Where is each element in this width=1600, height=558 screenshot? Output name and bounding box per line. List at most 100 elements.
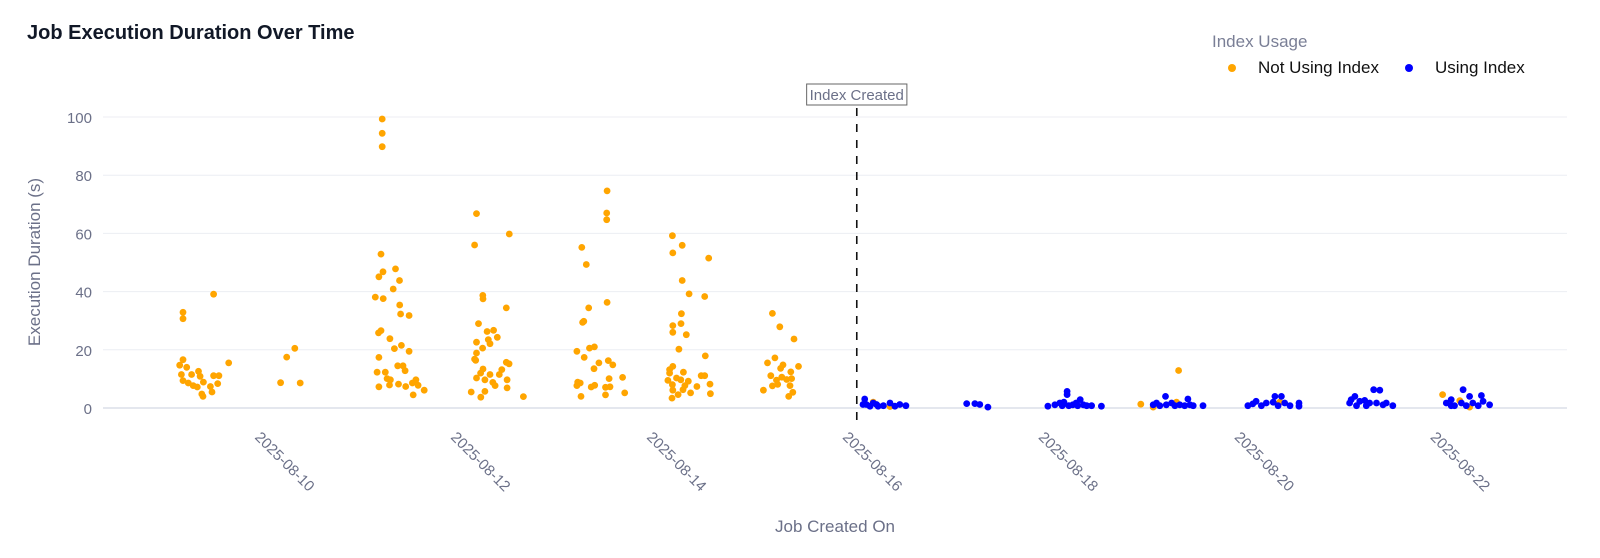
- data-point-not-using-index: [678, 241, 686, 249]
- data-point-not-using-index: [706, 380, 714, 388]
- data-point-using-index: [886, 399, 894, 407]
- y-tick-label: 20: [75, 343, 92, 360]
- data-point-not-using-index: [582, 261, 590, 268]
- data-point-using-index: [1486, 401, 1493, 409]
- data-point-using-index: [976, 401, 984, 408]
- data-point-not-using-index: [386, 381, 393, 389]
- data-point-using-index: [1162, 401, 1170, 409]
- data-point-not-using-index: [573, 347, 581, 355]
- index-created-annotation: Index Created: [806, 83, 908, 424]
- data-point-not-using-index: [479, 344, 486, 352]
- data-point-not-using-index: [391, 345, 398, 352]
- data-point-not-using-index: [669, 328, 677, 336]
- gridlines: [103, 116, 1567, 409]
- data-point-using-index: [1478, 392, 1485, 399]
- data-point-not-using-index: [210, 290, 218, 298]
- data-point-not-using-index: [397, 310, 404, 318]
- data-point-not-using-index: [392, 265, 399, 273]
- y-tick-label: 100: [67, 110, 92, 127]
- data-point-not-using-index: [414, 381, 422, 389]
- data-point-not-using-index: [705, 254, 713, 262]
- x-tick-label: 2025-08-10: [251, 429, 317, 495]
- data-point-not-using-index: [386, 335, 394, 343]
- data-point-using-index: [859, 401, 867, 408]
- legend-title: Index Usage: [1212, 32, 1308, 51]
- data-point-not-using-index: [678, 310, 685, 318]
- data-point-not-using-index: [603, 187, 611, 195]
- data-point-not-using-index: [603, 209, 611, 217]
- data-point-not-using-index: [473, 374, 480, 382]
- data-point-not-using-index: [495, 371, 503, 378]
- data-point-not-using-index: [379, 295, 387, 302]
- y-tick-label: 0: [84, 401, 92, 418]
- data-point-not-using-index: [769, 382, 776, 390]
- data-point-not-using-index: [473, 210, 480, 218]
- legend-label-using-index: Using Index: [1434, 58, 1525, 77]
- data-point-not-using-index: [379, 268, 387, 276]
- y-tick-label: 60: [75, 226, 92, 243]
- data-point-not-using-index: [394, 362, 402, 370]
- data-point-not-using-index: [669, 249, 677, 257]
- data-point-using-index: [1389, 402, 1397, 410]
- data-point-using-index: [1044, 402, 1052, 410]
- data-point-not-using-index: [785, 393, 793, 400]
- data-point-not-using-index: [771, 354, 779, 362]
- data-point-not-using-index: [214, 380, 222, 387]
- data-point-not-using-index: [486, 371, 494, 378]
- data-point-using-index: [1351, 393, 1359, 400]
- data-point-not-using-index: [179, 377, 187, 384]
- data-point-not-using-index: [621, 389, 629, 397]
- data-point-not-using-index: [1137, 400, 1145, 408]
- data-point-not-using-index: [573, 382, 581, 389]
- x-tick-label: 2025-08-14: [643, 429, 709, 495]
- data-point-not-using-index: [483, 328, 491, 335]
- data-point-using-index: [1353, 402, 1360, 410]
- data-point-not-using-index: [580, 317, 588, 325]
- data-point-not-using-index: [420, 386, 428, 394]
- data-point-not-using-index: [787, 368, 795, 376]
- data-point-using-index: [1088, 402, 1095, 410]
- data-point-not-using-index: [687, 389, 694, 397]
- data-point-using-index: [1083, 402, 1091, 410]
- data-point-not-using-index: [405, 312, 413, 319]
- data-point-not-using-index: [395, 380, 402, 388]
- data-point-using-index: [1459, 386, 1467, 394]
- data-point-not-using-index: [590, 365, 598, 373]
- data-point-not-using-index: [776, 323, 784, 331]
- data-point-not-using-index: [373, 368, 381, 376]
- data-point-not-using-index: [666, 369, 673, 377]
- data-point-not-using-index: [769, 310, 776, 317]
- data-point-not-using-index: [472, 356, 480, 364]
- data-point-not-using-index: [371, 293, 379, 301]
- data-point-using-index: [1281, 399, 1289, 407]
- data-point-not-using-index: [405, 347, 413, 355]
- data-point-not-using-index: [387, 376, 394, 384]
- data-point-not-using-index: [701, 372, 709, 380]
- data-point-not-using-index: [502, 304, 510, 312]
- data-point-not-using-index: [503, 384, 511, 392]
- data-point-not-using-index: [409, 391, 417, 399]
- data-point-not-using-index: [680, 368, 687, 376]
- legend-item-using-index[interactable]: Using Index: [1404, 58, 1525, 78]
- data-point-using-index: [880, 402, 887, 410]
- data-point-not-using-index: [675, 345, 683, 353]
- x-tick-label: 2025-08-18: [1035, 429, 1101, 495]
- data-point-not-using-index: [767, 372, 775, 380]
- legend-item-not-using-index[interactable]: Not Using Index: [1228, 58, 1379, 78]
- data-point-not-using-index: [664, 377, 672, 384]
- data-point-using-index: [1252, 397, 1260, 405]
- data-point-not-using-index: [396, 277, 403, 284]
- data-point-using-index: [1063, 391, 1071, 398]
- data-point-not-using-index: [210, 372, 218, 380]
- data-point-using-index: [1295, 402, 1303, 410]
- data-point-not-using-index: [490, 326, 497, 334]
- x-tick-label: 2025-08-12: [447, 429, 513, 495]
- data-point-using-index: [1271, 393, 1279, 400]
- data-point-not-using-index: [179, 308, 187, 316]
- data-point-not-using-index: [215, 372, 223, 380]
- data-point-not-using-index: [208, 388, 216, 396]
- data-point-not-using-index: [193, 383, 201, 391]
- data-point-using-index: [1469, 399, 1477, 407]
- data-point-not-using-index: [493, 333, 501, 341]
